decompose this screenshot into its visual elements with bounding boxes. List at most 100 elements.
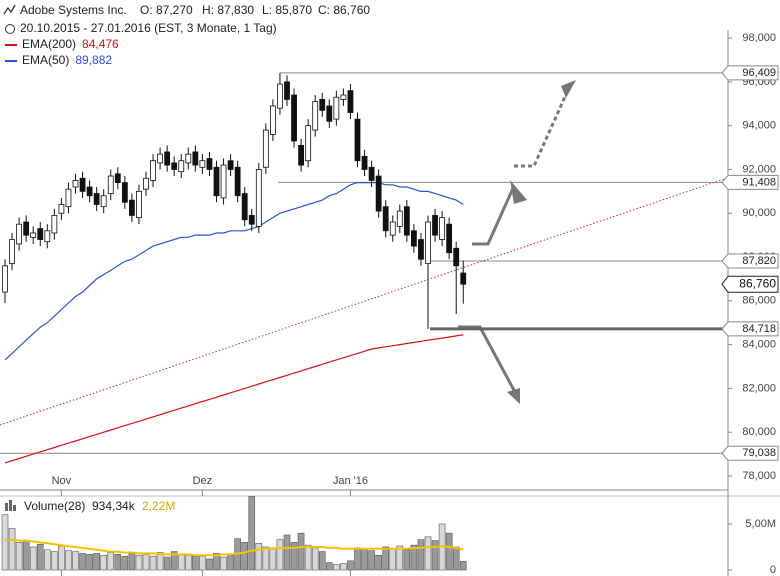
volume-bar: [269, 547, 277, 571]
volume-bar: [93, 553, 100, 571]
candle-body: [418, 239, 424, 260]
candle-body: [23, 221, 30, 236]
volume-bar: [135, 554, 143, 571]
candle-body: [382, 206, 389, 232]
candle-body: [298, 144, 305, 166]
volume-bar: [128, 553, 136, 571]
candle-body: [269, 105, 276, 135]
level-label: 96,409: [742, 67, 776, 79]
candle-body: [136, 190, 142, 219]
candle-body: [171, 162, 178, 170]
volume-bar: [318, 551, 326, 571]
candle-body: [107, 175, 114, 194]
volume-bar: [156, 552, 164, 571]
arrow-head: [510, 180, 527, 204]
candle-body: [93, 193, 100, 205]
candle-body: [241, 193, 248, 221]
volume-bar: [170, 551, 178, 571]
volume-bar: [177, 554, 185, 571]
candle-body: [284, 81, 290, 100]
volume-title: Volume(28): [24, 499, 85, 513]
level-label: 79,038: [742, 447, 776, 459]
volume-bar: [283, 534, 291, 571]
volume-bar: [149, 555, 157, 571]
volume-bar: [72, 551, 79, 571]
level-label: 87,820: [742, 255, 776, 267]
volume-bar: [22, 540, 30, 571]
candle-body: [58, 204, 65, 214]
candle-body: [425, 221, 431, 265]
level-label: 91,408: [742, 176, 776, 188]
volume-bar: [431, 540, 439, 571]
candle-body: [220, 164, 227, 199]
volume-bar: [15, 542, 23, 571]
candle-body: [192, 151, 199, 166]
candle-body: [199, 160, 206, 168]
y-tick-label: 78,000: [742, 470, 776, 482]
volume-bar: [65, 550, 72, 571]
legend-label: EMA(200): [22, 37, 76, 51]
chart-title: Adobe Systems Inc.: [20, 3, 127, 17]
volume-bar: [333, 564, 340, 571]
candle-body: [432, 215, 438, 236]
ema-line: [4, 182, 464, 361]
level-label-box: [721, 253, 779, 269]
candle-body: [44, 230, 51, 243]
level-label-box: [721, 174, 779, 190]
y-tick-label: 82,000: [742, 382, 776, 394]
candle-body: [277, 83, 283, 109]
volume-bar: [36, 543, 44, 571]
candle-body: [326, 105, 333, 122]
level-label-box: [721, 321, 779, 337]
volume-bar: [290, 542, 298, 571]
candle-body: [262, 129, 269, 168]
volume-bar: [417, 539, 425, 571]
candle-body: [255, 169, 262, 227]
volume-bar: [361, 548, 368, 571]
candle-body: [114, 173, 121, 184]
candle-body: [65, 188, 72, 208]
candle-body: [213, 166, 220, 197]
candle-body: [389, 221, 396, 236]
volume-bar: [297, 532, 305, 571]
candle-body: [410, 230, 417, 247]
candle-body: [312, 101, 319, 131]
ema-line: [4, 334, 464, 464]
quote-close: C: 86,760: [318, 3, 370, 17]
candle-body: [157, 153, 164, 164]
volume-bar: [325, 562, 333, 571]
volume-bar: [375, 554, 382, 571]
candle-body: [121, 182, 128, 203]
y-tick-label: 84,000: [742, 339, 776, 351]
legend-value: 84,476: [82, 37, 119, 51]
chart-subtitle: 20.10.2015 - 27.01.2016 (EST, 3 Monate, …: [20, 21, 277, 35]
volume-bar: [248, 496, 256, 571]
candle-body: [185, 153, 192, 164]
candle-body: [37, 228, 44, 240]
candle-body: [234, 166, 241, 197]
volume-bar: [445, 532, 453, 571]
candle-body: [79, 177, 86, 192]
volume-bar: [185, 554, 192, 571]
volume-current: 934,34k: [92, 499, 136, 513]
volume-bar: [311, 547, 319, 571]
candle-body: [150, 160, 156, 181]
volume-bar: [206, 558, 213, 571]
quote-high: H: 87,830: [202, 3, 254, 17]
volume-bar: [459, 561, 467, 571]
candle-body: [9, 239, 15, 265]
arrow-up: [472, 185, 516, 246]
candle-body: [375, 175, 382, 212]
y-tick-label: 92,000: [742, 163, 776, 175]
candle-body: [319, 99, 326, 111]
volume-bar: [452, 546, 460, 571]
chart-icon: [3, 4, 16, 15]
volume-bar: [354, 547, 361, 571]
candle-body: [178, 160, 185, 173]
quote-open: O: 87,270: [140, 3, 193, 17]
y-tick-label: 90,000: [742, 207, 776, 219]
volume-bar: [389, 548, 397, 571]
volume-bar: [8, 528, 16, 571]
volume-bar: [51, 551, 58, 571]
